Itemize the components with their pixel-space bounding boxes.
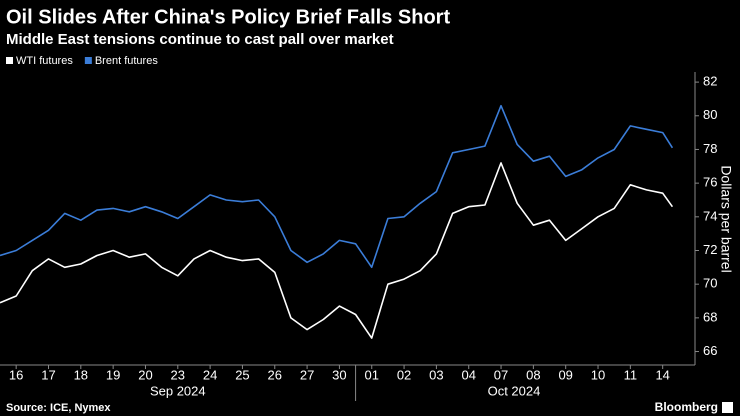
x-tick-label: 25 <box>235 367 249 382</box>
x-tick-label: 17 <box>41 367 55 382</box>
month-label: Oct 2024 <box>488 383 541 398</box>
chart-title: Oil Slides After China's Policy Brief Fa… <box>6 6 450 28</box>
y-tick-label: 76 <box>703 175 717 190</box>
y-tick-label: 78 <box>703 141 717 156</box>
source: Source: ICE, Nymex <box>6 402 111 414</box>
brand: Bloomberg <box>655 400 718 414</box>
y-tick-label: 72 <box>703 242 717 257</box>
legend-label: WTI futures <box>16 55 73 67</box>
x-tick-label: 14 <box>655 367 669 382</box>
x-tick-label: 11 <box>624 367 638 382</box>
x-tick-label: 27 <box>300 367 314 382</box>
y-tick-label: 68 <box>703 309 717 324</box>
chart-subtitle: Middle East tensions continue to cast pa… <box>6 31 394 48</box>
y-axis-label: Dollars per barrel <box>718 165 734 272</box>
y-tick-label: 80 <box>703 107 717 122</box>
x-tick-label: 19 <box>106 367 120 382</box>
y-tick-label: 74 <box>703 208 717 223</box>
y-tick-label: 70 <box>703 276 717 291</box>
x-tick-label: 02 <box>397 367 411 382</box>
series-line <box>0 104 674 269</box>
x-tick-label: 26 <box>268 367 282 382</box>
x-tick-label: 01 <box>365 367 379 382</box>
x-tick-label: 03 <box>429 367 443 382</box>
x-tick-label: 24 <box>203 367 217 382</box>
y-tick-label: 66 <box>703 343 717 358</box>
x-tick-label: 16 <box>9 367 23 382</box>
x-tick-label: 18 <box>74 367 88 382</box>
x-tick-label: 10 <box>591 367 605 382</box>
x-tick-label: 07 <box>494 367 508 382</box>
legend-swatch <box>6 57 13 64</box>
x-tick-label: 04 <box>461 367 475 382</box>
x-tick-label: 23 <box>171 367 185 382</box>
x-tick-label: 08 <box>526 367 540 382</box>
x-tick-label: 30 <box>332 367 346 382</box>
legend-label: Brent futures <box>95 55 158 67</box>
y-tick-label: 82 <box>703 74 717 89</box>
series-line <box>0 162 674 339</box>
x-tick-label: 20 <box>138 367 152 382</box>
x-tick-label: 09 <box>558 367 572 382</box>
brand-icon <box>722 402 733 413</box>
month-label: Sep 2024 <box>150 383 206 398</box>
legend-swatch <box>84 57 92 64</box>
